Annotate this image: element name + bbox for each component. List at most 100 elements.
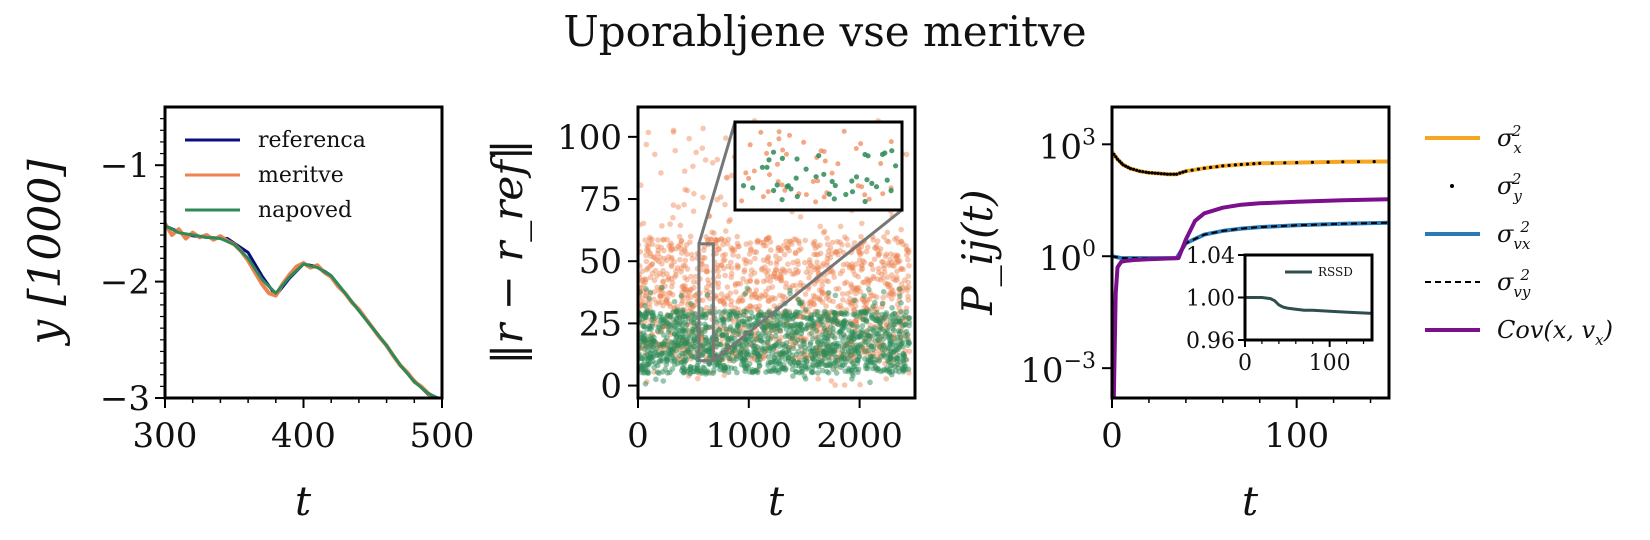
inset-ytick-label: 1.00: [1186, 287, 1235, 312]
scatter-point-napoved: [815, 370, 821, 376]
scatter-point-meritve: [688, 251, 695, 258]
scatter-point-meritve: [846, 264, 853, 271]
scatter-point-napoved: [687, 349, 693, 356]
scatter-point-meritve: [670, 202, 677, 208]
zoom-point-napoved: [873, 184, 880, 190]
scatter-point-napoved: [642, 302, 648, 309]
scatter-point-napoved: [879, 300, 886, 307]
scatter-point-meritve: [762, 292, 768, 299]
scatter-point-meritve: [728, 265, 735, 271]
scatter-point-meritve: [905, 284, 912, 290]
scatter-point-meritve: [740, 276, 746, 282]
scatter-point-meritve: [721, 372, 728, 379]
scatter-point-meritve: [642, 279, 649, 285]
scatter-point-meritve: [765, 253, 772, 260]
series-sigma-y2-marker: [1159, 172, 1163, 176]
scatter-point-napoved: [748, 309, 754, 316]
scatter-point-napoved: [653, 349, 659, 356]
scatter-point-meritve: [789, 282, 796, 289]
panel3-xtick-label: 100: [1264, 416, 1329, 456]
scatter-point-napoved: [641, 357, 648, 364]
zoom-point-meritve: [880, 191, 886, 197]
scatter-point-meritve: [888, 290, 894, 297]
scatter-point-napoved: [847, 345, 854, 351]
scatter-point-meritve: [773, 266, 779, 273]
scatter-point-meritve: [728, 172, 735, 179]
zoom-point-meritve: [747, 142, 753, 148]
scatter-point-meritve: [817, 250, 824, 257]
scatter-point-napoved: [801, 373, 808, 379]
scatter-point-napoved: [652, 315, 658, 322]
scatter-point-napoved: [862, 348, 868, 355]
scatter-point-napoved: [874, 332, 881, 339]
scatter-point-meritve: [810, 301, 817, 307]
scatter-point-meritve: [891, 263, 897, 269]
scatter-point-meritve: [803, 269, 810, 276]
scatter-point-napoved: [801, 360, 807, 366]
panel1-ytick-label: −3: [100, 379, 150, 419]
scatter-point-meritve: [772, 295, 778, 302]
scatter-point-meritve: [773, 267, 779, 273]
scatter-point-meritve: [721, 300, 727, 306]
scatter-point-meritve: [671, 259, 678, 265]
scatter-point-napoved: [759, 346, 766, 353]
scatter-point-meritve: [713, 243, 720, 249]
scatter-point-napoved: [897, 293, 903, 300]
scatter-point-meritve: [871, 256, 878, 263]
scatter-point-meritve: [835, 304, 841, 310]
zoom-point-napoved: [813, 174, 819, 180]
scatter-point-meritve: [660, 278, 667, 284]
scatter-point-napoved: [728, 311, 735, 318]
inset-xtick-label: 0: [1238, 351, 1252, 376]
scatter-point-napoved: [880, 336, 887, 343]
scatter-point-napoved: [789, 316, 795, 322]
scatter-point-meritve: [825, 248, 832, 254]
scatter-point-meritve: [739, 298, 745, 304]
zoom-point-napoved: [759, 164, 766, 170]
scatter-point-meritve: [730, 319, 737, 325]
scatter-point-meritve: [705, 236, 711, 243]
scatter-point-napoved: [891, 363, 898, 370]
panel3-ytick-label: 103: [1039, 125, 1096, 167]
scatter-point-napoved: [845, 350, 851, 356]
scatter-point-napoved: [862, 311, 869, 318]
scatter-point-napoved: [825, 290, 832, 296]
series-sigma-y2-marker: [1233, 163, 1237, 167]
scatter-point-meritve: [656, 258, 662, 265]
scatter-point-meritve: [905, 247, 912, 254]
scatter-point-napoved: [830, 326, 836, 332]
scatter-point-meritve: [749, 291, 755, 298]
scatter-point-napoved: [772, 333, 779, 339]
scatter-point-napoved: [797, 343, 804, 350]
zoom-point-napoved: [816, 153, 822, 159]
scatter-point-napoved: [699, 352, 705, 358]
scatter-point-meritve: [759, 267, 765, 273]
scatter-point-meritve: [882, 253, 889, 260]
scatter-point-meritve: [665, 276, 671, 283]
scatter-point-meritve: [774, 258, 780, 265]
series-sigma-y2-marker: [1114, 155, 1118, 159]
scatter-point-napoved: [664, 334, 670, 341]
scatter-point-meritve: [877, 251, 883, 257]
scatter-point-napoved: [768, 359, 774, 366]
scatter-point-meritve: [735, 243, 741, 250]
scatter-point-meritve: [795, 261, 801, 268]
scatter-point-meritve: [728, 245, 734, 251]
scatter-point-meritve: [704, 304, 710, 311]
scatter-point-meritve: [802, 237, 808, 244]
scatter-point-meritve: [730, 246, 736, 252]
scatter-point-meritve: [747, 277, 754, 284]
scatter-point-meritve: [727, 290, 734, 297]
scatter-point-meritve: [894, 235, 900, 241]
scatter-point-meritve: [747, 278, 753, 284]
scatter-point-napoved: [647, 333, 653, 340]
scatter-point-meritve: [786, 267, 793, 274]
zoom-point-napoved: [849, 178, 855, 184]
scatter-point-meritve: [663, 299, 670, 305]
panel2-ytick-label: 25: [579, 304, 622, 344]
scatter-point-meritve: [789, 241, 795, 247]
scatter-point-meritve: [781, 251, 788, 258]
scatter-point-napoved: [700, 364, 706, 371]
scatter-point-meritve: [765, 298, 771, 304]
series-sigma-y2-marker: [1172, 172, 1176, 176]
